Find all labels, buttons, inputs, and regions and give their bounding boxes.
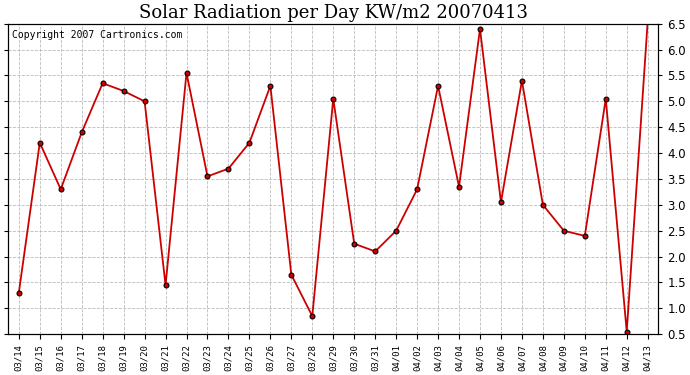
Title: Solar Radiation per Day KW/m2 20070413: Solar Radiation per Day KW/m2 20070413 <box>139 4 528 22</box>
Text: Copyright 2007 Cartronics.com: Copyright 2007 Cartronics.com <box>12 30 182 40</box>
